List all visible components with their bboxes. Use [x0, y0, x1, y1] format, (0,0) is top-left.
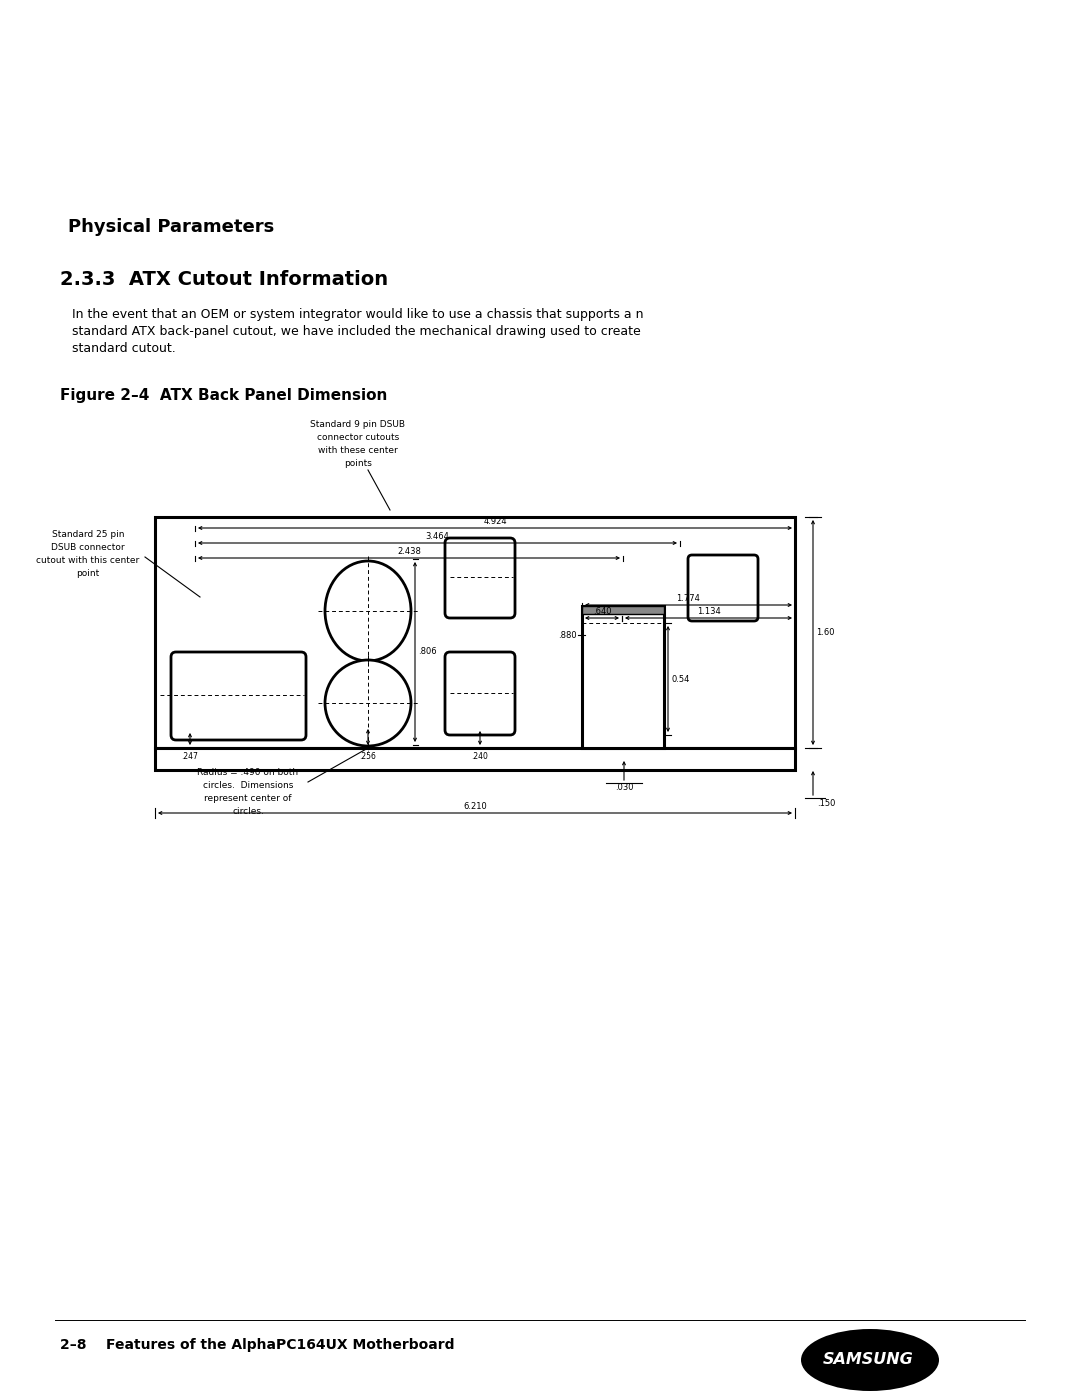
Text: represent center of: represent center of: [204, 793, 292, 803]
FancyBboxPatch shape: [171, 652, 306, 740]
Text: 4.924: 4.924: [483, 517, 507, 527]
Ellipse shape: [325, 562, 411, 661]
Text: cutout with this center: cutout with this center: [37, 556, 139, 564]
Ellipse shape: [801, 1329, 939, 1391]
Text: 2.438: 2.438: [397, 548, 421, 556]
Text: 1.774: 1.774: [676, 594, 701, 604]
Text: .256: .256: [360, 752, 377, 761]
Text: 2.3.3  ATX Cutout Information: 2.3.3 ATX Cutout Information: [60, 270, 388, 289]
Bar: [582, 606, 664, 747]
Text: connector cutouts: connector cutouts: [316, 433, 400, 441]
Bar: [582, 606, 664, 615]
Text: with these center: with these center: [319, 446, 397, 455]
Text: In the event that an OEM or system integrator would like to use a chassis that s: In the event that an OEM or system integ…: [72, 307, 644, 321]
FancyBboxPatch shape: [445, 538, 515, 617]
Text: .880: .880: [558, 630, 577, 640]
Bar: [156, 517, 795, 747]
Text: .247: .247: [181, 752, 199, 761]
Text: .150: .150: [816, 799, 835, 807]
Text: 0.54: 0.54: [671, 675, 689, 683]
FancyBboxPatch shape: [445, 652, 515, 735]
Text: standard ATX back-panel cutout, we have included the mechanical drawing used to : standard ATX back-panel cutout, we have …: [72, 326, 640, 338]
Text: 2–8    Features of the AlphaPC164UX Motherboard: 2–8 Features of the AlphaPC164UX Motherb…: [60, 1338, 455, 1352]
Bar: [582, 606, 664, 615]
Ellipse shape: [325, 659, 411, 746]
FancyBboxPatch shape: [688, 555, 758, 622]
Text: 6.210: 6.210: [463, 802, 487, 812]
Text: Radius = .490 on both: Radius = .490 on both: [198, 768, 298, 777]
Text: .240: .240: [472, 752, 488, 761]
Bar: [156, 747, 795, 770]
Text: Standard 25 pin: Standard 25 pin: [52, 529, 124, 539]
Text: circles.  Dimensions: circles. Dimensions: [203, 781, 293, 789]
Text: point: point: [77, 569, 99, 578]
Text: .030: .030: [615, 784, 633, 792]
Text: .806: .806: [418, 647, 436, 657]
Text: standard cutout.: standard cutout.: [72, 342, 176, 355]
Text: DSUB connector: DSUB connector: [51, 543, 125, 552]
Text: Standard 9 pin DSUB: Standard 9 pin DSUB: [311, 420, 405, 429]
Text: Physical Parameters: Physical Parameters: [68, 218, 274, 236]
Text: SAMSUNG: SAMSUNG: [823, 1351, 914, 1366]
Text: points: points: [345, 460, 372, 468]
Text: circles.: circles.: [232, 807, 264, 816]
Text: .640: .640: [593, 608, 611, 616]
Text: 3.464: 3.464: [426, 532, 449, 541]
Text: 1.60: 1.60: [816, 629, 835, 637]
Text: Figure 2–4  ATX Back Panel Dimension: Figure 2–4 ATX Back Panel Dimension: [60, 388, 388, 402]
Text: 1.134: 1.134: [697, 608, 720, 616]
